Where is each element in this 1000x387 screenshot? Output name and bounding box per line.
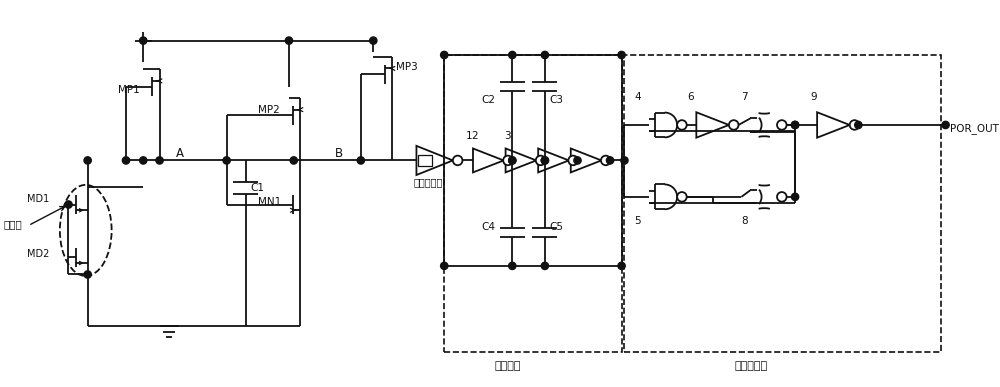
Circle shape [777,120,787,130]
Circle shape [855,121,862,128]
Circle shape [453,156,462,165]
Text: MP3: MP3 [396,62,418,72]
Circle shape [140,157,147,164]
Text: 斯密特电路: 斯密特电路 [414,177,443,187]
Text: POR_OUT: POR_OUT [950,123,999,134]
Text: C3: C3 [550,95,564,105]
Circle shape [942,121,949,128]
Bar [624,55,941,352]
Text: 3: 3 [504,131,510,141]
Circle shape [441,51,448,59]
Text: C1: C1 [251,183,265,193]
Bar [444,55,622,352]
Circle shape [850,120,859,130]
Circle shape [140,37,147,44]
Text: 2: 2 [471,131,478,141]
Text: 7: 7 [741,92,748,102]
Text: MD1: MD1 [27,194,49,204]
Circle shape [509,262,516,269]
Circle shape [285,37,293,44]
Bar [418,155,432,166]
Text: 4: 4 [634,92,641,102]
Text: B: B [335,147,343,159]
Text: 延时电路: 延时电路 [494,361,521,372]
Text: MN1: MN1 [258,197,282,207]
Circle shape [791,121,799,128]
Circle shape [541,51,549,59]
Text: C2: C2 [482,95,496,105]
Circle shape [156,157,163,164]
Circle shape [509,51,516,59]
Circle shape [541,157,549,164]
Circle shape [791,193,799,200]
Circle shape [618,262,625,269]
Text: 8: 8 [741,216,748,226]
Text: 耗尽管: 耗尽管 [3,219,22,229]
Circle shape [370,37,377,44]
Text: MP2: MP2 [258,104,280,115]
Circle shape [509,157,516,164]
Circle shape [223,157,230,164]
Text: A: A [176,147,184,159]
Circle shape [606,157,614,164]
Text: C5: C5 [550,223,564,233]
Circle shape [503,156,513,165]
Text: MP1: MP1 [118,85,140,95]
Circle shape [777,192,787,202]
Circle shape [541,157,549,164]
Text: 6: 6 [687,92,693,102]
Circle shape [441,262,448,269]
Text: C4: C4 [482,223,496,233]
Circle shape [84,157,91,164]
Circle shape [791,121,799,128]
Circle shape [677,192,687,202]
Circle shape [65,201,72,208]
Text: 1: 1 [466,131,473,141]
Circle shape [601,156,611,165]
Circle shape [574,157,581,164]
Circle shape [568,156,578,165]
Circle shape [122,157,130,164]
Circle shape [290,157,297,164]
Circle shape [536,156,545,165]
Circle shape [509,157,516,164]
Circle shape [729,120,739,130]
Circle shape [621,157,628,164]
Circle shape [677,120,687,130]
Text: MD2: MD2 [27,249,49,259]
Text: 9: 9 [810,92,817,102]
Circle shape [84,271,91,278]
Text: 去抖动电路: 去抖动电路 [734,361,768,372]
Circle shape [541,262,549,269]
Circle shape [357,157,364,164]
Circle shape [618,51,625,59]
Text: 5: 5 [634,216,641,226]
